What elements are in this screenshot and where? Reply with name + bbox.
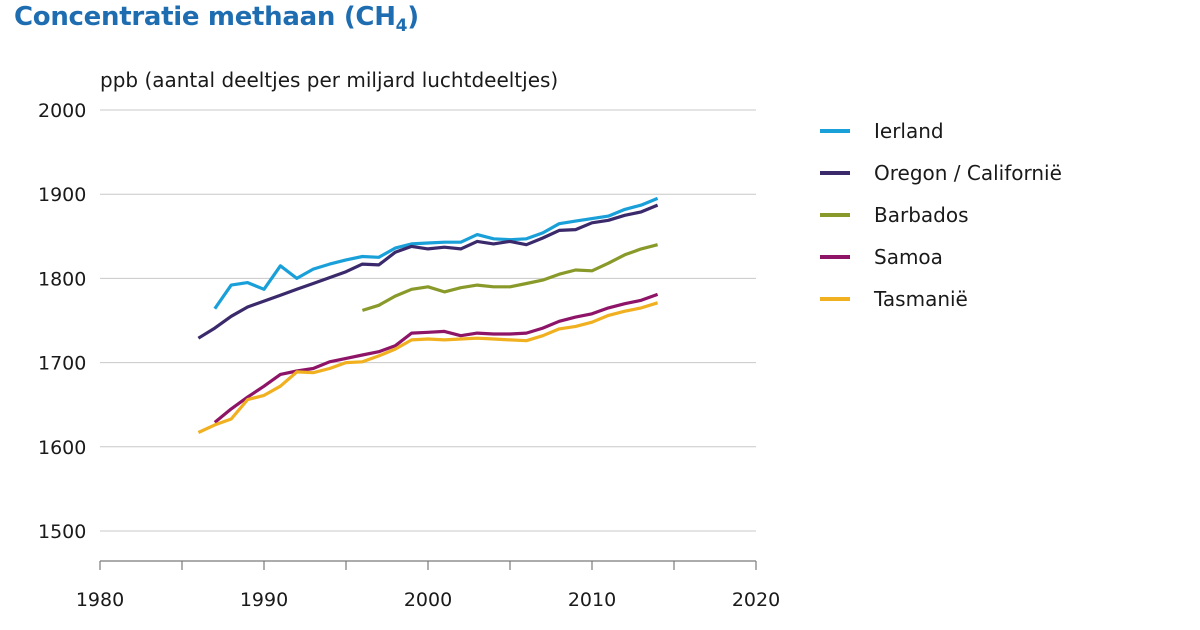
y-tick-label-1900: 1900 xyxy=(38,184,86,206)
legend-swatch xyxy=(820,171,850,175)
y-tick-label-1700: 1700 xyxy=(38,353,86,375)
legend-item: Samoa xyxy=(820,236,1062,278)
series-line-5 xyxy=(197,301,659,434)
chart-legend: Ierland Oregon / Californië Barbados Samoa T… xyxy=(820,110,1062,320)
legend-item: Ierland xyxy=(820,110,1062,152)
legend-swatch xyxy=(820,297,850,301)
y-tick-label-1600: 1600 xyxy=(38,437,86,459)
y-axis-label: ppb (aantal deeltjes per miljard luchtde… xyxy=(100,68,559,92)
x-tick-label-2000: 2000 xyxy=(404,589,452,611)
legend-item: Tasmanië xyxy=(820,278,1062,320)
x-tick-label-2010: 2010 xyxy=(568,589,616,611)
legend-label: Barbados xyxy=(874,203,969,227)
legend-swatch xyxy=(820,213,850,217)
legend-swatch xyxy=(820,129,850,133)
x-tick-label-2020: 2020 xyxy=(732,589,780,611)
chart-title: Concentratie methaan (CH4) xyxy=(14,2,419,36)
chart-title-close: ) xyxy=(407,2,419,32)
legend-label: Tasmanië xyxy=(874,287,968,311)
series-line-1 xyxy=(213,196,659,310)
chart-title-subscript: 4 xyxy=(395,16,408,36)
legend-item: Barbados xyxy=(820,194,1062,236)
legend-swatch xyxy=(820,255,850,259)
y-tick-label-1500: 1500 xyxy=(38,521,86,543)
x-tick-label-1990: 1990 xyxy=(240,589,288,611)
legend-item: Oregon / Californië xyxy=(820,152,1062,194)
legend-label: Samoa xyxy=(874,245,943,269)
series-line-3 xyxy=(361,243,658,312)
y-tick-label-2000: 2000 xyxy=(38,100,86,122)
chart-title-main: Concentratie methaan (CH xyxy=(14,2,396,32)
y-tick-label-1800: 1800 xyxy=(38,268,86,290)
legend-label: Ierland xyxy=(874,119,944,143)
series-line-4 xyxy=(213,292,659,424)
legend-label: Oregon / Californië xyxy=(874,161,1062,185)
x-tick-label-1980: 1980 xyxy=(76,589,124,611)
series-line-2 xyxy=(197,203,659,340)
